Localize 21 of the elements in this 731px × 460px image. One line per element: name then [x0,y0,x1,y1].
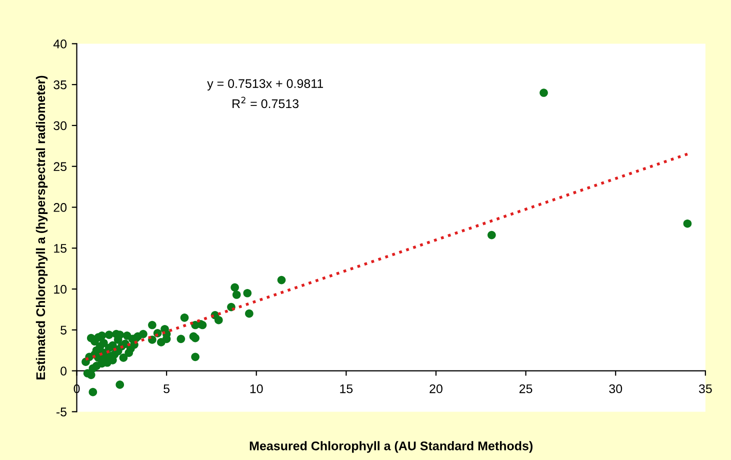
y-tick-label: 25 [54,162,67,172]
y-tick-label: 40 [53,40,67,48]
y-tick-label: 20 [54,203,67,212]
y-tick-label: 30 [54,121,67,130]
y-axis-title: Estimated Chlorophyll a (hyperspectral radiometer) [36,76,48,380]
annotation: R$^{2}$ = 0.7513 [232,96,299,108]
x-tick-label: 20 [430,384,442,394]
x-axis-title: Measured Chlorophyll a (AU Standard Methods) [250,441,532,453]
y-tick-label: 0 [60,366,67,376]
x-tick-label: 35 [698,384,712,394]
x-tick-label: 25 [519,384,532,394]
x-tick-label: 30 [609,384,622,394]
x-tick-label: 15 [340,384,353,394]
x-tick-label: 5 [164,384,170,394]
y-tick-label: 10 [54,284,67,294]
y-tick-label: 5 [60,326,67,335]
y-tick-label: 35 [54,80,67,90]
y-tick-label: -5 [56,408,67,416]
y-tick-label: 15 [54,244,67,253]
x-tick-label: 10 [250,384,263,394]
annotation: y = 0.7513x + 0.9811 [207,79,324,90]
